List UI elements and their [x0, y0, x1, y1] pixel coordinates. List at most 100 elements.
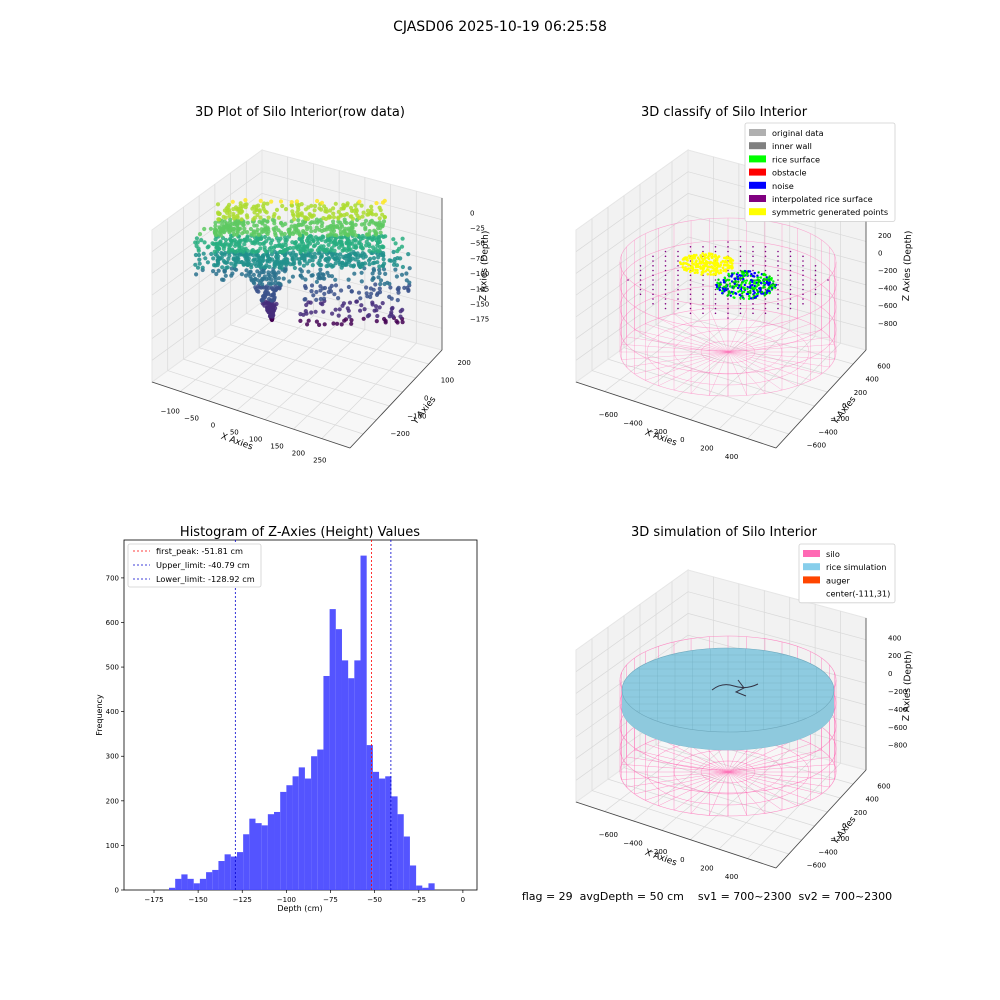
data-point — [376, 275, 381, 280]
interpolated-point — [739, 250, 742, 253]
data-point — [377, 305, 382, 310]
symmetric-point — [688, 254, 691, 258]
data-point — [264, 239, 269, 244]
interpolated-point — [677, 303, 679, 305]
data-point — [242, 242, 247, 247]
data-point — [336, 219, 341, 224]
interpolated-point — [714, 307, 717, 310]
data-point — [221, 258, 226, 264]
data-point — [303, 284, 308, 289]
data-point — [335, 223, 340, 229]
rice-point — [754, 279, 757, 282]
data-point — [333, 261, 338, 266]
interpolated-point — [677, 269, 679, 272]
symmetric-point — [716, 262, 720, 266]
rice-point — [747, 297, 751, 301]
data-point — [314, 289, 319, 295]
interpolated-point — [739, 246, 742, 248]
symmetric-point — [711, 252, 714, 256]
data-point — [299, 211, 304, 216]
symmetric-point — [709, 270, 712, 274]
data-point — [263, 299, 268, 304]
data-point — [228, 236, 233, 242]
z-ticks: 0 −25 −50 −75 −100 −125 −150 −175 — [470, 209, 489, 323]
interpolated-point — [802, 269, 804, 272]
rice-point — [717, 278, 720, 281]
interpolated-point — [802, 260, 804, 262]
data-point — [321, 309, 326, 314]
rice-point — [753, 291, 756, 294]
interpolated-point — [752, 255, 754, 258]
data-point — [367, 313, 372, 318]
data-point — [242, 229, 247, 234]
data-point — [276, 215, 281, 220]
symmetric-point — [710, 255, 713, 259]
data-point — [292, 217, 297, 222]
data-point — [220, 222, 225, 227]
grid-line — [655, 324, 841, 379]
interpolated-point — [702, 250, 704, 253]
chart-title: 3D classify of Silo Interior — [641, 105, 808, 120]
data-point — [309, 229, 314, 234]
data-point — [294, 199, 300, 204]
histogram-bar — [218, 861, 225, 890]
tick-label: 0 — [211, 421, 215, 429]
x-axis-line — [151, 381, 351, 449]
tick-label: 0 — [680, 436, 684, 444]
interpolated-point — [664, 303, 667, 305]
symmetric-point — [731, 262, 734, 265]
histogram-bar — [212, 869, 219, 890]
tick-label: 400 — [725, 873, 738, 881]
grid-line — [575, 214, 867, 296]
data-point — [258, 246, 263, 251]
data-point — [369, 218, 374, 223]
interpolated-point — [739, 260, 742, 262]
y-ticks: 600 400 200 0 −200 −400 −600 — [807, 362, 891, 449]
rice-point — [721, 289, 724, 293]
data-point — [381, 219, 387, 224]
data-point — [292, 223, 297, 228]
data-point — [382, 198, 387, 203]
rice-point — [715, 283, 718, 287]
x-tick-label: −150 — [189, 896, 208, 904]
histogram-bar — [267, 814, 275, 890]
interpolated-point — [789, 288, 792, 291]
rice-point — [728, 274, 731, 277]
data-point — [238, 201, 243, 206]
data-point — [273, 284, 278, 289]
data-point — [223, 237, 229, 243]
rice-point — [759, 276, 763, 279]
grid-line — [180, 308, 288, 392]
data-point — [368, 286, 373, 291]
data-point — [276, 228, 281, 233]
data-point — [202, 240, 207, 245]
rice-point — [748, 285, 752, 289]
data-point — [328, 262, 333, 267]
data-point — [315, 198, 320, 204]
data-point — [298, 267, 303, 272]
x-axis-line — [575, 381, 777, 449]
data-point — [307, 212, 312, 217]
y-tick-label: 0 — [115, 887, 119, 895]
tick-label: −50 — [470, 240, 485, 248]
rice-point — [745, 279, 748, 282]
data-point — [233, 205, 239, 210]
data-point — [312, 251, 317, 256]
data-point — [331, 211, 336, 216]
interpolated-point — [664, 279, 667, 281]
data-point — [270, 281, 275, 286]
data-point — [219, 250, 224, 256]
data-point — [400, 320, 405, 325]
rice-point — [757, 278, 761, 282]
interpolated-point — [664, 255, 667, 258]
grid-line — [607, 778, 802, 841]
data-point — [213, 223, 218, 229]
rice-point — [733, 277, 736, 280]
data-point — [219, 255, 224, 260]
rice-point — [741, 295, 744, 298]
histogram-bar — [366, 745, 373, 890]
symmetric-point — [681, 266, 685, 269]
rice-point — [743, 274, 746, 277]
histogram-bar — [372, 771, 380, 890]
interpolated-point — [664, 274, 667, 277]
